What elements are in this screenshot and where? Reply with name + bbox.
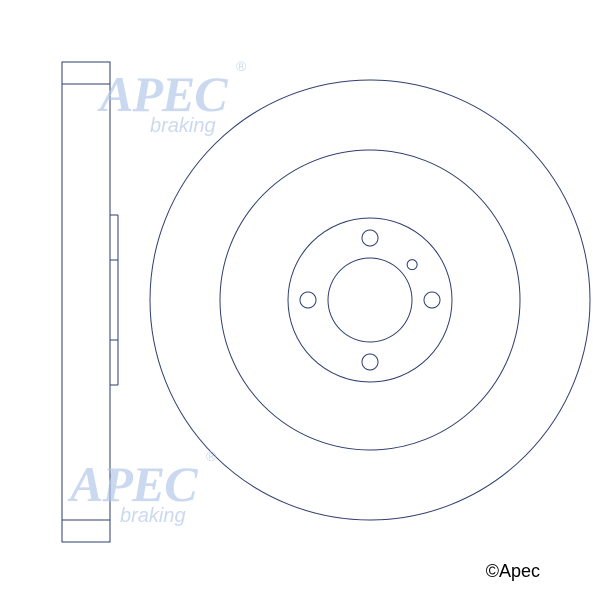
- brand-name: APEC: [100, 66, 227, 122]
- brand-name: APEC: [70, 456, 197, 512]
- copyright-text: ©Apec: [486, 561, 540, 582]
- brand-tagline-top: braking: [150, 115, 216, 138]
- registered-mark-top: ®: [236, 58, 246, 74]
- brand-tagline-bottom: braking: [120, 505, 186, 528]
- registered-mark-bottom: ®: [206, 448, 216, 464]
